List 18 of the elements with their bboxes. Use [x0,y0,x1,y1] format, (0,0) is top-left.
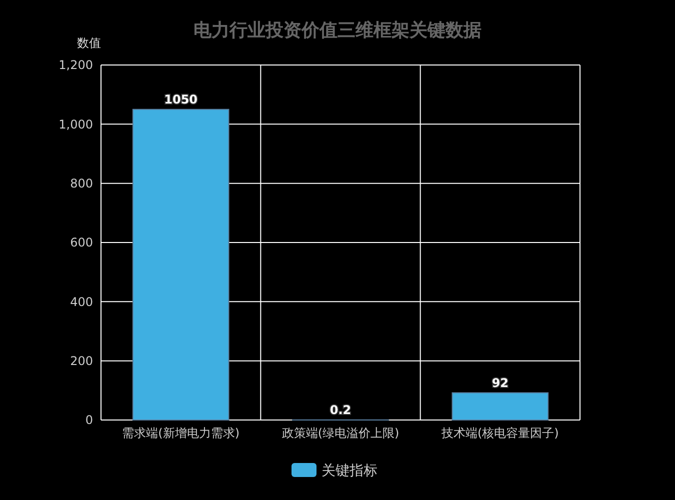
y-tick-label: 1,000 [58,117,93,132]
y-tick-label: 0 [85,413,93,428]
x-tick-label: 政策端(绿电溢价上限) [282,426,400,440]
x-tick-label: 技术端(核电容量因子) [440,426,559,440]
y-axis-title: 数值 [77,36,101,50]
y-tick-label: 800 [70,176,93,191]
y-tick-label: 1,200 [58,58,93,72]
chart-title: 电力行业投资价值三维框架关键数据 [194,20,482,41]
data-label: 92 [492,376,509,390]
y-tick-label: 400 [70,294,93,309]
data-label: 1050 [164,92,198,106]
y-tick-label: 600 [70,236,93,250]
bar [452,392,549,420]
data-label: 0.2 [330,402,352,417]
legend-label: 关键指标 [322,462,378,479]
x-tick-label: 需求端(新增电力需求) [122,426,240,440]
y-tick-label: 200 [70,354,93,368]
bar [132,108,230,420]
